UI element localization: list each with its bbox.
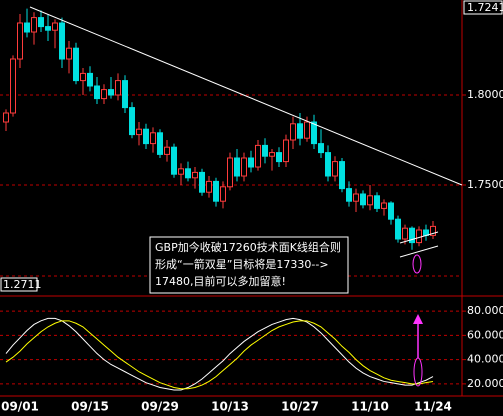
candle-body [297,123,303,139]
y-tick-label: 1.8000 [467,88,503,101]
candle-body [353,193,359,202]
candle-body [87,72,93,87]
candle-body [10,58,16,114]
candle-body [290,123,296,141]
candle-body [234,157,240,177]
candle-body [24,22,30,33]
candle-body [101,89,107,100]
candle-body [304,121,310,139]
bottom-price: 1.2711 [3,278,42,291]
candle-body [171,146,177,175]
candle-body [395,218,401,240]
candle-body [38,17,44,28]
candle-body [136,128,142,136]
top-price: 1.7241 [467,1,503,14]
candle-body [45,26,51,31]
annotation-text: GBP加今收破17260技术面K线组合则 [155,240,341,254]
candle-body [269,152,275,157]
annotation-text: 17480,目前可以多加留意! [155,274,286,288]
candle-body [59,22,65,60]
candle-body [360,193,366,206]
candle-body [311,121,317,145]
candle-body [227,157,233,188]
candle-body [402,227,408,240]
x-tick-label: 11/10 [351,400,389,414]
candle-body [157,132,163,155]
candle-body [374,195,380,209]
x-tick-label: 10/13 [211,400,249,414]
candle-body [108,89,114,96]
candle-body [80,72,86,82]
candle-body [409,227,415,244]
highlight-ellipse [412,254,422,274]
candle-body [276,152,282,163]
candle-body [73,47,79,82]
price-box [0,277,38,292]
candle-body [122,80,128,109]
trend-line [29,6,463,186]
candle-body [115,80,121,96]
candle-body [3,112,9,123]
candle-body [430,225,436,236]
indicator-line [5,320,434,390]
highlight-ellipse [413,357,423,387]
annotation-box [149,236,349,294]
x-tick-label: 11/24 [414,400,452,414]
x-tick-label: 09/29 [141,400,179,414]
candle-body [332,161,338,177]
annotation-text: 形成“一箭双星”目标将是17330--> [155,257,329,271]
candle-body [381,202,387,209]
candle-body [206,180,212,193]
candle-body [283,139,289,163]
y-tick-label: 1.7500 [467,178,503,191]
candle-body [346,188,352,202]
indicator-line [5,317,434,391]
candle-body [213,180,219,202]
x-tick-label: 09/15 [71,400,109,414]
candle-body [150,132,156,145]
candle-body [94,85,100,100]
y-tick-label: 80.0000 [467,304,503,317]
candle-body [143,128,149,145]
indicator-panel: 80.0000 60.0000 40.0000 20.0000 [0,304,503,391]
candle-body [318,143,324,154]
channel-line [399,231,439,244]
channel-line [399,245,439,258]
x-tick-label: 10/27 [281,400,319,414]
candle-body [255,144,261,168]
candle-body [199,171,205,193]
candle-body [31,17,37,33]
price-panel: 1.8000 1.7500 [0,8,503,250]
x-tick-label: 09/01 [1,400,39,414]
candle-body [129,107,135,136]
candle-body [192,171,198,179]
candle-body [164,146,170,155]
candle-body [241,157,247,177]
candle-body [220,186,226,202]
candle-body [325,152,331,177]
price-box [463,0,503,15]
candle-body [248,157,254,168]
candle-body [178,168,184,175]
y-tick-label: 40.0000 [467,353,503,366]
y-tick-label: 20.0000 [467,377,503,390]
candle-body [185,168,191,179]
candle-body [388,202,394,220]
candle-body [52,22,58,31]
candle-body [416,229,422,244]
arrow-head [413,314,423,324]
y-tick-label: 60.0000 [467,328,503,341]
candle-body [262,144,268,157]
candle-body [367,195,373,206]
candle-body [339,161,345,190]
candle-body [17,22,23,60]
candle-body [66,47,72,60]
